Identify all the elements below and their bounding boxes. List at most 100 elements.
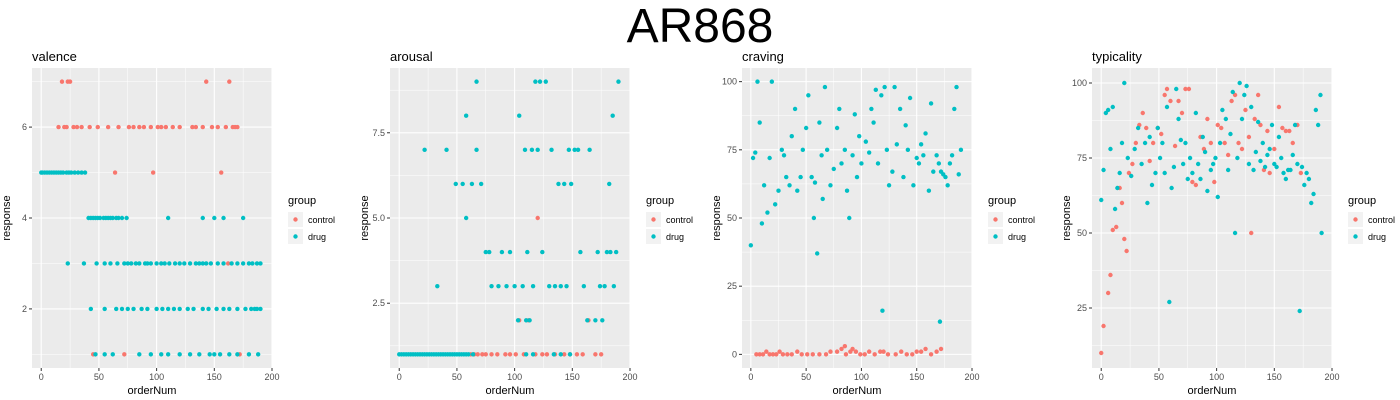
data-point-drug (1220, 107, 1225, 113)
data-point-control (1229, 98, 1234, 104)
y-tick-label: 50 (727, 213, 737, 223)
data-point-drug (525, 249, 530, 255)
data-point-drug (124, 215, 129, 221)
x-tick-label: 200 (622, 372, 637, 382)
series-drug (397, 79, 621, 357)
data-point-control (1114, 224, 1119, 230)
data-point-control (1122, 236, 1127, 242)
data-point-control (1159, 131, 1164, 137)
data-point-drug (568, 181, 574, 187)
data-point-drug (1237, 80, 1242, 86)
data-point-control (823, 352, 829, 357)
data-point-control (1267, 170, 1272, 176)
data-point-drug (185, 306, 190, 312)
data-point-drug (819, 153, 824, 158)
data-point-drug (102, 352, 107, 357)
x-tick-label: 100 (1209, 372, 1224, 382)
x-tick-label: 100 (507, 372, 522, 382)
data-point-control (209, 124, 215, 130)
data-point-drug (822, 84, 828, 90)
data-point-drug (907, 95, 913, 101)
legend-label-control: control (1008, 215, 1035, 225)
data-point-drug (1139, 161, 1144, 167)
data-point-control (1215, 122, 1220, 128)
data-point-control (1147, 158, 1152, 164)
data-point-control (853, 349, 859, 354)
data-point-control (858, 352, 863, 357)
x-tick-label: 200 (264, 372, 279, 382)
data-point-control (1208, 140, 1214, 146)
data-point-drug (444, 147, 449, 153)
data-point-drug (191, 306, 196, 312)
data-point-control (872, 352, 877, 357)
data-point-control (483, 352, 488, 357)
data-point-drug (837, 106, 842, 112)
data-point-control (866, 349, 872, 354)
data-point-drug (850, 153, 855, 158)
data-point-drug (258, 306, 263, 312)
data-point-drug (1276, 134, 1282, 140)
data-point-drug (884, 147, 890, 153)
legend-label-drug: drug (1008, 232, 1026, 242)
x-tick-label: 50 (801, 372, 811, 382)
data-point-drug (1149, 182, 1155, 188)
data-point-control (1219, 125, 1224, 131)
data-point-drug (235, 352, 240, 357)
series-control (754, 343, 944, 357)
data-point-drug (1167, 299, 1172, 305)
data-point-drug (102, 261, 107, 266)
data-point-drug (926, 188, 932, 193)
data-point-drug (1200, 134, 1205, 140)
data-point-drug (177, 352, 182, 357)
data-point-drug (215, 261, 220, 266)
data-point-drug (1297, 308, 1302, 314)
data-point-control (780, 352, 786, 357)
data-point-drug (1193, 110, 1199, 116)
legend-label-control: control (1368, 215, 1395, 225)
data-point-control (1140, 110, 1145, 116)
data-point-drug (914, 155, 919, 161)
data-point-drug (558, 352, 563, 357)
data-point-drug (530, 352, 536, 357)
data-point-drug (1309, 200, 1314, 206)
data-point-drug (1187, 155, 1193, 161)
y-tick-label: 100 (1072, 78, 1087, 88)
data-point-control (834, 349, 840, 354)
data-point-control (593, 352, 598, 357)
data-point-drug (119, 215, 125, 221)
data-point-drug (1235, 155, 1240, 161)
data-point-control (1162, 92, 1167, 98)
data-point-drug (197, 261, 202, 266)
data-point-drug (1155, 125, 1160, 131)
data-point-drug (187, 261, 193, 266)
data-point-drug (937, 319, 943, 324)
data-point-drug (1115, 185, 1120, 191)
data-point-control (843, 352, 849, 357)
data-point-drug (1145, 200, 1150, 206)
data-point-control (598, 352, 604, 357)
data-point-drug (1258, 158, 1263, 164)
data-point-drug (116, 215, 121, 221)
data-point-drug (108, 261, 113, 266)
data-point-drug (1239, 116, 1245, 122)
data-point-drug (879, 93, 884, 98)
data-point-drug (564, 283, 569, 289)
x-tick-label: 150 (207, 372, 222, 382)
x-tick-label: 50 (94, 372, 104, 382)
data-point-control (87, 124, 92, 130)
data-point-control (580, 352, 585, 357)
data-point-control (1280, 125, 1285, 131)
data-point-control (767, 352, 772, 357)
x-tick-label: 100 (854, 372, 869, 382)
data-point-drug (507, 249, 513, 255)
data-point-control (785, 352, 790, 357)
data-point-control (503, 352, 508, 357)
legend-label-drug: drug (1368, 232, 1386, 242)
x-axis-title: orderNum (1188, 385, 1237, 397)
data-point-drug (1246, 161, 1252, 167)
data-point-drug (943, 174, 948, 180)
data-point-control (155, 124, 160, 130)
data-point-drug (817, 120, 822, 125)
data-point-drug (97, 215, 103, 221)
